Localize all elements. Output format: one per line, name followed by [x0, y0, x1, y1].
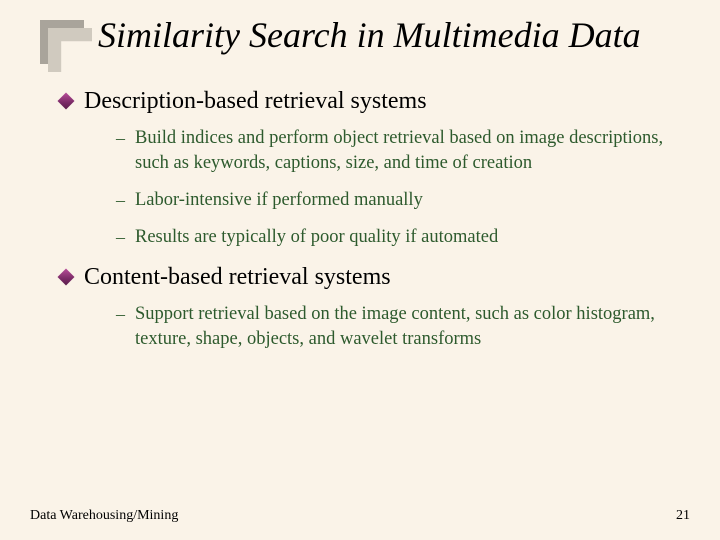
sub-bullet-list: – Build indices and perform object retri…: [60, 126, 680, 250]
sub-bullet: – Build indices and perform object retri…: [116, 126, 680, 176]
sub-bullet: – Results are typically of poor quality …: [116, 225, 680, 250]
diamond-bullet-icon: [60, 271, 72, 283]
dash-icon: –: [116, 188, 125, 212]
sub-bullet-text: Results are typically of poor quality if…: [135, 225, 498, 250]
sub-bullet-list: – Support retrieval based on the image c…: [60, 302, 680, 352]
bullet-text: Content-based retrieval systems: [84, 262, 391, 292]
bullet-level1: Description-based retrieval systems: [60, 86, 680, 116]
bullet-text: Description-based retrieval systems: [84, 86, 427, 116]
dash-icon: –: [116, 126, 125, 150]
corner-bracket-icon: [40, 20, 84, 64]
dash-icon: –: [116, 302, 125, 326]
diamond-bullet-icon: [60, 95, 72, 107]
page-number: 21: [676, 508, 690, 524]
bullet-level1: Content-based retrieval systems: [60, 262, 680, 292]
sub-bullet-text: Build indices and perform object retriev…: [135, 126, 680, 176]
slide: Similarity Search in Multimedia Data Des…: [0, 0, 720, 540]
sub-bullet: – Support retrieval based on the image c…: [116, 302, 680, 352]
dash-icon: –: [116, 225, 125, 249]
title-row: Similarity Search in Multimedia Data: [40, 16, 680, 64]
slide-content: Description-based retrieval systems – Bu…: [40, 86, 680, 352]
footer-text: Data Warehousing/Mining: [30, 508, 178, 524]
sub-bullet: – Labor-intensive if performed manually: [116, 188, 680, 213]
sub-bullet-text: Support retrieval based on the image con…: [135, 302, 680, 352]
slide-title: Similarity Search in Multimedia Data: [98, 16, 641, 55]
sub-bullet-text: Labor-intensive if performed manually: [135, 188, 423, 213]
